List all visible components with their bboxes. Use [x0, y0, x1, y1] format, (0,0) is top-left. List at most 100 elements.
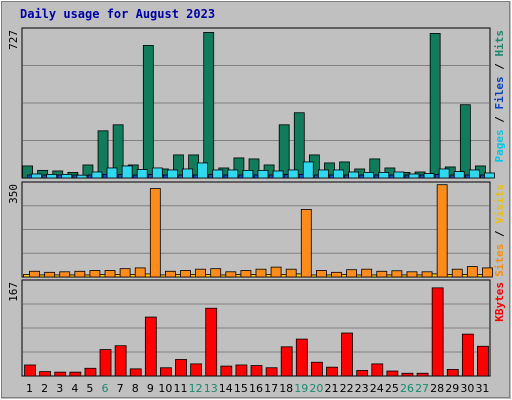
bar-pages-day-24 [378, 171, 390, 179]
bar-sites-day-17 [270, 266, 282, 278]
legend-part: Files [493, 76, 506, 109]
bar-kbytes-day-30 [461, 333, 474, 377]
bar-sites-day-12 [195, 268, 207, 278]
bar-kbytes-day-25 [386, 370, 399, 377]
bar-pages-day-7 [121, 165, 133, 179]
bar-pages-day-6 [106, 167, 118, 179]
bar-sites-day-31 [482, 267, 493, 278]
bar-sites-day-19 [300, 208, 312, 278]
bar-kbytes-day-20 [310, 361, 323, 377]
bar-kbytes-day-3 [54, 371, 67, 377]
legend-part: Visits [493, 184, 506, 224]
bar-pages-day-16 [257, 169, 269, 179]
panel-hits_files_pages-legend: Pages / Files / Hits [493, 30, 506, 163]
bar-sites-day-11 [180, 270, 191, 278]
x-tick-label: 2 [41, 382, 48, 395]
bar-kbytes-day-16 [250, 365, 263, 377]
bar-pages-day-1 [31, 173, 42, 179]
bar-pages-day-23 [363, 171, 375, 179]
bar-sites-day-16 [255, 268, 267, 278]
bar-sites-day-28 [436, 184, 448, 278]
x-tick-label: 22 [340, 382, 354, 395]
bar-pages-day-29 [453, 171, 465, 179]
panel-visits_sites-ymax-label: 350 [7, 184, 20, 204]
x-tick-label: 25 [385, 382, 399, 395]
bar-hits-day-6 [97, 130, 109, 179]
bar-sites-day-6 [104, 270, 116, 278]
bar-kbytes-day-19 [295, 338, 308, 377]
bar-hits-day-9 [142, 45, 154, 179]
legend-part: Sites [493, 244, 506, 277]
x-tick-label: 23 [355, 382, 369, 395]
bar-sites-day-2 [44, 271, 56, 278]
bar-sites-day-4 [74, 270, 86, 278]
bar-kbytes-day-23 [356, 370, 369, 377]
x-tick-label: 20 [309, 382, 323, 395]
bar-sites-day-10 [165, 270, 176, 278]
bar-kbytes-day-6 [99, 349, 112, 377]
bar-pages-day-11 [182, 168, 193, 179]
x-tick-label: 29 [445, 382, 459, 395]
bar-pages-day-14 [227, 169, 239, 179]
bar-pages-day-18 [287, 169, 299, 179]
panel-visits_sites-legend: Sites / Visits [493, 184, 506, 277]
bar-kbytes-day-11 [175, 359, 187, 377]
bar-sites-day-29 [451, 268, 463, 278]
legend-part: / [493, 224, 506, 244]
x-tick-label: 31 [475, 382, 489, 395]
bar-hits-day-30 [459, 104, 471, 179]
x-tick-label: 4 [71, 382, 78, 395]
x-tick-label: 9 [147, 382, 154, 395]
bar-kbytes-day-28 [431, 287, 444, 377]
bar-kbytes-day-14 [220, 365, 233, 377]
bar-sites-day-8 [134, 267, 146, 278]
x-tick-label: 1 [26, 382, 33, 395]
bar-kbytes-day-1 [24, 364, 36, 377]
x-tick-label: 19 [294, 382, 308, 395]
legend-part: / [493, 110, 506, 130]
bar-sites-day-24 [376, 270, 388, 278]
panel-kbytes-legend: KBytes [493, 282, 506, 322]
bar-pages-day-30 [468, 169, 480, 179]
x-tick-label: 16 [249, 382, 263, 395]
bar-pages-day-19 [302, 161, 314, 179]
bar-kbytes-day-18 [280, 346, 293, 377]
bar-pages-day-3 [61, 173, 73, 179]
bar-pages-day-5 [91, 171, 103, 179]
legend-part: Pages [493, 129, 506, 162]
bar-pages-day-4 [76, 174, 88, 179]
bar-pages-day-26 [408, 173, 420, 179]
bar-sites-day-1 [29, 270, 40, 278]
bar-kbytes-day-17 [265, 367, 278, 377]
bar-sites-day-15 [240, 270, 252, 278]
x-tick-label: 21 [324, 382, 338, 395]
x-tick-label: 18 [279, 382, 293, 395]
bar-pages-day-13 [212, 169, 224, 179]
bar-kbytes-day-8 [129, 368, 142, 377]
bar-hits-day-18 [278, 124, 290, 179]
bar-kbytes-day-2 [39, 371, 52, 377]
bar-kbytes-day-4 [69, 371, 82, 377]
bar-hits-day-13 [203, 32, 215, 179]
bar-kbytes-day-22 [341, 332, 353, 377]
x-tick-label: 24 [370, 382, 384, 395]
bar-kbytes-day-31 [477, 345, 489, 377]
x-tick-label: 6 [102, 382, 109, 395]
bar-pages-day-9 [151, 167, 163, 179]
x-tick-label: 26 [400, 382, 414, 395]
bar-sites-day-7 [119, 268, 131, 278]
bar-kbytes-day-15 [235, 364, 248, 377]
bar-sites-day-25 [391, 270, 403, 278]
bar-pages-day-20 [317, 169, 329, 179]
bar-kbytes-day-13 [205, 307, 218, 377]
bar-pages-day-17 [272, 170, 284, 179]
bar-sites-day-23 [361, 268, 373, 278]
bar-sites-day-14 [225, 271, 237, 278]
x-tick-label: 10 [158, 382, 172, 395]
bar-kbytes-day-7 [114, 345, 127, 377]
bar-pages-day-27 [423, 173, 435, 179]
bar-pages-day-10 [167, 169, 178, 179]
